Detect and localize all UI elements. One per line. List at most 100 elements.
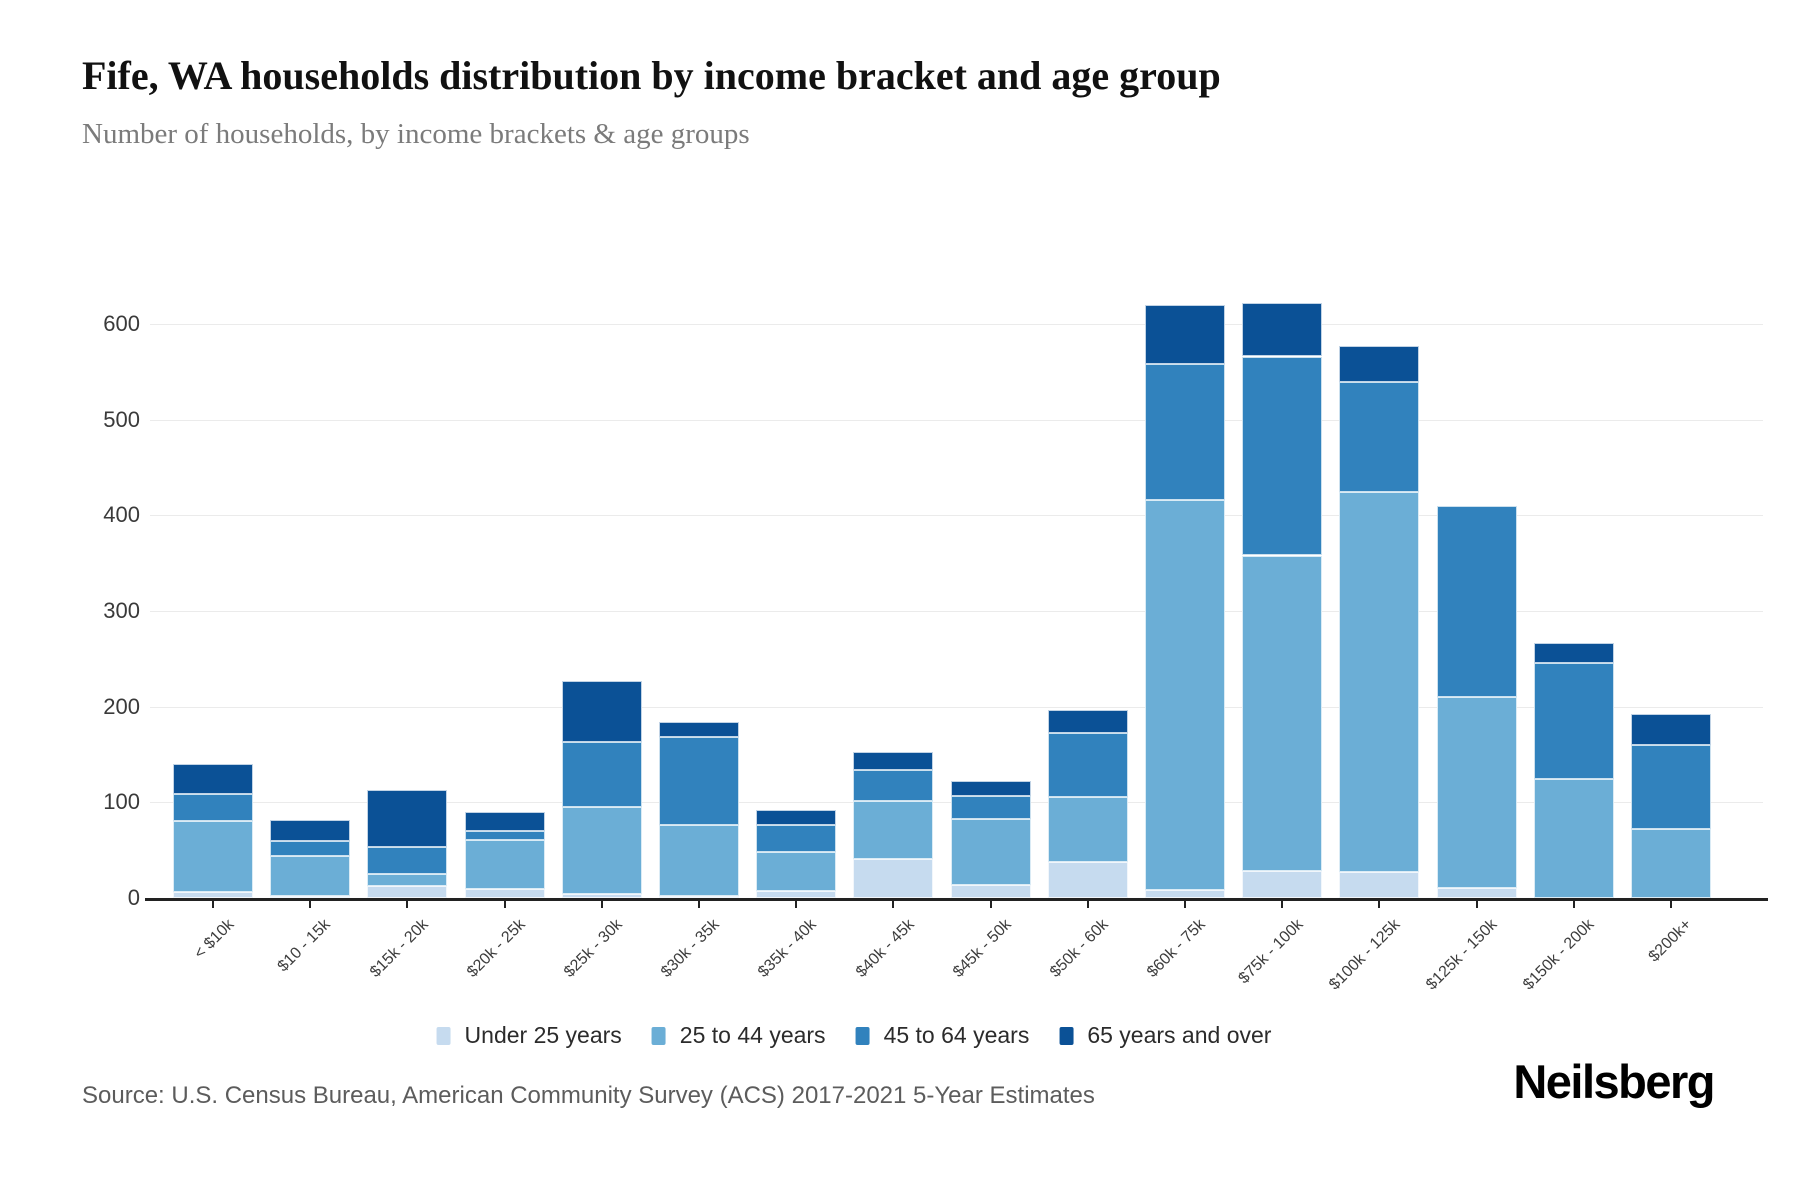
x-axis-tick: [892, 901, 895, 908]
x-axis-tick-label: < $10k: [190, 916, 238, 963]
x-axis-tick: [309, 901, 312, 908]
bar-segment[interactable]: [1242, 356, 1323, 556]
chart-subtitle: Number of households, by income brackets…: [82, 118, 750, 150]
bar-segment[interactable]: [950, 795, 1031, 819]
bar-segment[interactable]: [1047, 861, 1128, 898]
bar-segment[interactable]: [853, 751, 934, 770]
bar-segment[interactable]: [464, 831, 545, 840]
y-axis-tick-label: 500: [103, 406, 140, 432]
bar-segment[interactable]: [270, 840, 351, 856]
x-axis-tick: [1281, 901, 1284, 908]
bar-segment[interactable]: [1047, 710, 1128, 734]
bar-segment[interactable]: [464, 839, 545, 890]
x-axis-tick: [795, 901, 798, 908]
bar-segment[interactable]: [561, 680, 642, 743]
legend-label: 45 to 64 years: [883, 1022, 1030, 1048]
bar-segment[interactable]: [367, 789, 448, 848]
bar-segment[interactable]: [853, 801, 934, 859]
legend-label: 25 to 44 years: [679, 1022, 826, 1048]
bar-segment[interactable]: [1047, 796, 1128, 862]
x-axis-tick-label: $200k+: [1645, 916, 1696, 966]
bar-segment[interactable]: [1533, 779, 1614, 898]
bar-segment[interactable]: [1145, 890, 1225, 898]
bar-segment[interactable]: [367, 847, 448, 875]
bar-segment[interactable]: [173, 821, 253, 893]
bar-segment[interactable]: [1339, 492, 1420, 873]
bar-segment[interactable]: [1436, 888, 1517, 898]
x-axis-tick-label: $50k - 60k: [1046, 916, 1112, 981]
bar-segment[interactable]: [756, 891, 837, 898]
bar-segment[interactable]: [659, 825, 739, 897]
bar-segment[interactable]: [173, 793, 253, 822]
x-axis-tick-label: $35k - 40k: [755, 916, 821, 981]
gridline: [150, 706, 1763, 708]
y-axis-tick-label: 600: [103, 310, 140, 336]
x-axis-tick: [1184, 901, 1186, 908]
bar-segment[interactable]: [756, 825, 837, 853]
gridline: [150, 610, 1763, 612]
x-axis-tick: [1086, 901, 1089, 908]
x-axis-tick: [1670, 901, 1672, 908]
bar-segment[interactable]: [270, 819, 351, 841]
x-axis-tick: [698, 901, 700, 908]
bar-segment[interactable]: [756, 852, 837, 892]
bar-segment[interactable]: [561, 807, 642, 895]
bar-segment[interactable]: [853, 858, 934, 898]
bar-segment[interactable]: [1631, 829, 1711, 898]
legend-item[interactable]: Under 25 years: [436, 1022, 622, 1049]
bar-segment[interactable]: [1533, 642, 1614, 663]
bar-segment[interactable]: [173, 764, 253, 794]
legend-item[interactable]: 25 to 44 years: [651, 1022, 826, 1049]
bar-segment[interactable]: [464, 811, 545, 832]
legend-swatch-icon: [651, 1026, 666, 1045]
bar-segment[interactable]: [950, 781, 1031, 796]
x-axis-tick-label: $10 - 15k: [275, 916, 335, 976]
legend-item[interactable]: 65 years and over: [1059, 1022, 1271, 1049]
bar-segment[interactable]: [659, 737, 739, 826]
x-axis-line: [145, 898, 1768, 901]
x-axis-tick: [600, 901, 603, 908]
x-axis-tick-label: $150k - 200k: [1520, 916, 1598, 994]
bar-segment[interactable]: [1145, 304, 1225, 365]
bar-segment[interactable]: [950, 818, 1031, 885]
bar-segment[interactable]: [1436, 505, 1517, 698]
bar-segment[interactable]: [367, 874, 448, 886]
bar-segment[interactable]: [1145, 500, 1225, 891]
bar-segment[interactable]: [1339, 382, 1420, 493]
bar-segment[interactable]: [1631, 714, 1711, 745]
chart-title: Fife, WA households distribution by inco…: [82, 53, 1221, 98]
gridline: [150, 419, 1763, 421]
bar-segment[interactable]: [1631, 744, 1711, 830]
bar-segment[interactable]: [1145, 364, 1225, 500]
legend-label: Under 25 years: [464, 1022, 622, 1048]
x-axis-tick-label: $20k - 25k: [463, 916, 529, 981]
bar-segment[interactable]: [1339, 345, 1420, 383]
bar-segment[interactable]: [270, 896, 351, 899]
bar-segment[interactable]: [561, 894, 642, 898]
bar-segment[interactable]: [1242, 555, 1323, 872]
bar-segment[interactable]: [1339, 872, 1420, 898]
bar-segment[interactable]: [659, 721, 739, 738]
x-axis-tick-label: $75k - 100k: [1235, 916, 1307, 988]
bar-segment[interactable]: [853, 769, 934, 802]
bar-segment[interactable]: [1242, 871, 1323, 898]
x-axis-tick-label: $125k - 150k: [1423, 916, 1501, 994]
bar-segment[interactable]: [561, 742, 642, 808]
legend-swatch-icon: [1059, 1026, 1074, 1045]
x-axis-tick-label: $25k - 30k: [560, 916, 626, 981]
legend-swatch-icon: [436, 1026, 451, 1045]
bar-segment[interactable]: [756, 809, 837, 826]
bar-segment[interactable]: [1242, 302, 1323, 357]
bar-segment[interactable]: [464, 889, 545, 898]
legend-item[interactable]: 45 to 64 years: [855, 1022, 1030, 1049]
bar-segment[interactable]: [367, 885, 448, 898]
bar-segment[interactable]: [173, 892, 253, 898]
bar-segment[interactable]: [659, 896, 739, 899]
bar-segment[interactable]: [270, 855, 351, 897]
bar-segment[interactable]: [1047, 733, 1128, 797]
x-axis-tick: [1378, 901, 1381, 908]
bar-segment[interactable]: [950, 884, 1031, 898]
bar-segment[interactable]: [1436, 697, 1517, 889]
bar-segment[interactable]: [1533, 662, 1614, 780]
